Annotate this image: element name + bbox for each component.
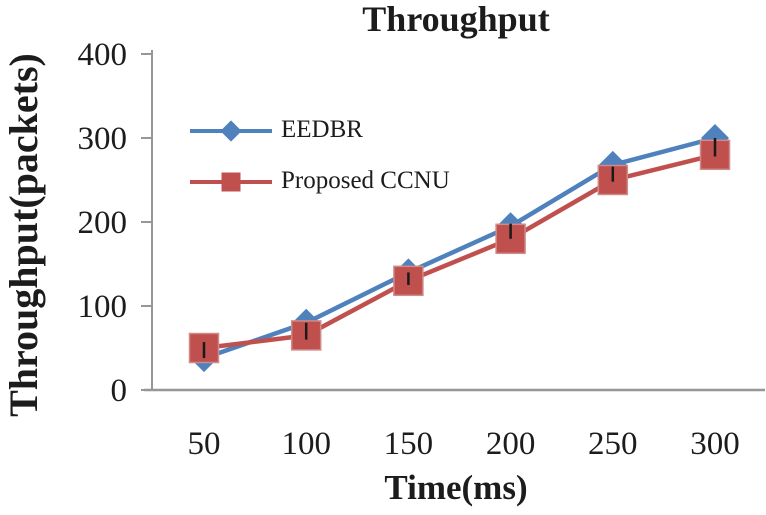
y-tick-label: 0 bbox=[111, 373, 128, 409]
x-tick-label: 50 bbox=[188, 426, 221, 462]
legend-line-sample bbox=[190, 172, 272, 192]
x-tick-label: 150 bbox=[384, 426, 434, 462]
series-line-1 bbox=[203, 152, 716, 351]
x-tick-label: 200 bbox=[486, 426, 536, 462]
y-tick-label: 300 bbox=[78, 121, 128, 157]
diamond-marker-icon bbox=[220, 120, 242, 142]
legend-line-sample bbox=[190, 120, 272, 142]
x-tick-label: 300 bbox=[690, 426, 740, 462]
y-tick-label: 200 bbox=[78, 205, 128, 241]
legend-item-eedbr: EEDBR bbox=[190, 115, 363, 147]
legend-label: EEDBR bbox=[281, 116, 363, 143]
square-marker-icon bbox=[221, 172, 241, 192]
legend-label: Proposed CCNU bbox=[281, 167, 450, 194]
x-tick-label: 250 bbox=[588, 426, 638, 462]
y-tick-label: 100 bbox=[78, 289, 128, 325]
x-tick-label: 100 bbox=[281, 426, 331, 462]
chart-title: Throughput bbox=[362, 0, 550, 39]
y-tick-label: 400 bbox=[78, 37, 128, 73]
series-line-0 bbox=[203, 135, 716, 361]
legend-item-proposed-ccnu: Proposed CCNU bbox=[190, 166, 450, 198]
x-axis-title: Time(ms) bbox=[384, 468, 528, 507]
